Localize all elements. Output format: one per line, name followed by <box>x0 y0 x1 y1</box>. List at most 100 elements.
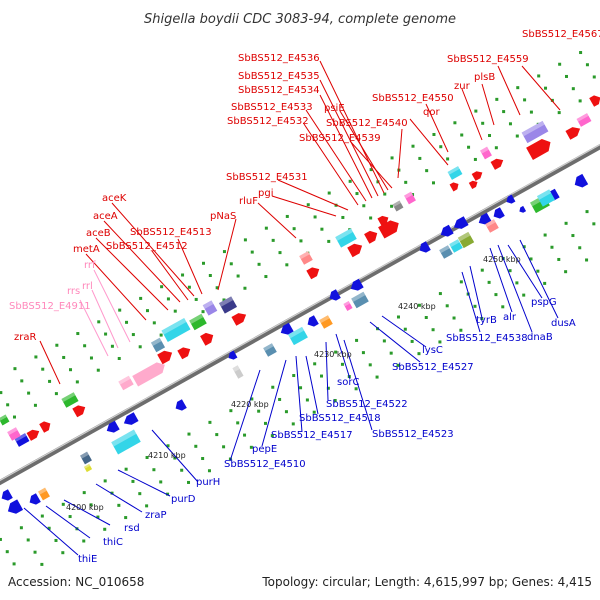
gene-label: dusA <box>551 318 576 329</box>
tick-dot <box>125 320 129 324</box>
rna-leader-lines <box>79 269 131 357</box>
tick-dot <box>236 421 240 425</box>
tick-label-4210: 4210 kbp <box>148 451 186 460</box>
forward-gene <box>449 182 459 192</box>
gene-label: SbBS512_E4531 <box>226 172 308 183</box>
tick-dot <box>270 434 274 438</box>
tick-dot <box>354 387 358 391</box>
tick-dot <box>249 445 253 449</box>
tick-dot <box>473 304 477 308</box>
tick-dot <box>187 480 191 484</box>
gene-label: SbBS512_E4518 <box>299 413 381 424</box>
tick-dot-tracks <box>0 51 596 566</box>
tick-dot <box>194 297 198 301</box>
forward-gene <box>306 267 320 280</box>
tick-dot <box>537 74 541 78</box>
reverse-gene <box>29 493 41 505</box>
forward-gene-shine <box>335 228 353 241</box>
forward-gene-shine <box>576 113 589 122</box>
forward-gene <box>132 362 165 387</box>
tick-dot <box>222 250 226 254</box>
tick-dot <box>243 433 247 437</box>
forward-gene-shine <box>447 166 460 175</box>
tick-dot <box>375 375 379 379</box>
forward-gene <box>26 429 40 441</box>
tick-dot <box>334 350 338 354</box>
gene-label: SbBS512_E4911 <box>9 301 91 312</box>
tick-dot <box>145 455 149 459</box>
forward-gene <box>468 180 478 190</box>
reverse-gene <box>440 224 454 237</box>
tick-dot <box>159 333 163 337</box>
tick-dot <box>97 320 101 324</box>
forward-gene <box>526 138 551 160</box>
forward-gene <box>39 421 51 433</box>
forward-gene-shine <box>7 427 18 436</box>
forward-gene <box>589 95 600 107</box>
reverse-gene-shine <box>536 189 552 200</box>
tick-dot <box>467 145 471 149</box>
tick-dot <box>460 133 464 137</box>
forward-gene-shine <box>404 191 413 199</box>
tick-dot <box>75 380 79 384</box>
forward-gene <box>480 146 492 160</box>
gene-label: pNaS <box>210 211 236 222</box>
forward-gene-shine <box>189 313 204 324</box>
tick-dot <box>410 339 414 343</box>
tick-dot <box>83 344 87 348</box>
gene-label: plsB <box>474 72 495 83</box>
tick-dot <box>264 275 268 279</box>
tick-dot <box>194 444 198 448</box>
reverse-gene <box>453 216 469 229</box>
tick-dot <box>355 192 359 196</box>
tick-dot <box>40 514 44 518</box>
tick-dot <box>571 87 575 91</box>
tick-dot <box>564 221 568 225</box>
tick-dot <box>138 492 142 496</box>
tick-dot <box>13 367 17 371</box>
tick-dot <box>118 308 122 312</box>
tick-dot <box>292 227 296 231</box>
tick-dot <box>327 239 331 243</box>
tick-dot <box>40 562 44 566</box>
tick-dot <box>320 374 324 378</box>
tick-dot <box>522 245 526 249</box>
tick-label-4220: 4220 kbp <box>231 400 269 409</box>
tick-dot <box>173 309 177 313</box>
tick-dot <box>89 503 93 507</box>
tick-dot <box>110 491 114 495</box>
gene-label: rluF <box>239 196 258 207</box>
tick-dot <box>159 480 163 484</box>
tick-dot <box>592 222 596 226</box>
tick-dot <box>480 317 484 321</box>
tick-dot <box>110 344 114 348</box>
tick-dot <box>61 551 65 555</box>
tick-dot <box>292 374 296 378</box>
reverse-gene <box>280 322 294 335</box>
tick-dot <box>6 403 10 407</box>
reverse-gene <box>83 463 93 473</box>
tick-dot <box>396 363 400 367</box>
tick-dot <box>333 398 337 402</box>
gene-label: sorC <box>337 377 359 388</box>
gene-label: rrl <box>82 281 93 292</box>
tick-dot <box>173 456 177 460</box>
tick-dot <box>438 340 442 344</box>
tick-dot <box>459 328 463 332</box>
tick-dot <box>320 227 324 231</box>
upper-leader-lines <box>39 60 561 385</box>
reverse-gene <box>478 212 492 225</box>
gene-label: aceB <box>86 228 111 239</box>
forward-gene <box>471 171 483 181</box>
forward-gene <box>521 120 549 144</box>
forward-gene <box>447 166 463 180</box>
tick-dot <box>425 169 429 173</box>
reverse-gene <box>111 429 141 455</box>
tick-dot <box>34 355 38 359</box>
forward-gene-shine <box>392 200 401 207</box>
gene-label: SbBS512_E4510 <box>224 459 306 470</box>
tick-dot <box>340 362 344 366</box>
forward-gene <box>490 158 504 170</box>
forward-gene <box>189 313 207 331</box>
gene-label: zraR <box>14 332 36 343</box>
